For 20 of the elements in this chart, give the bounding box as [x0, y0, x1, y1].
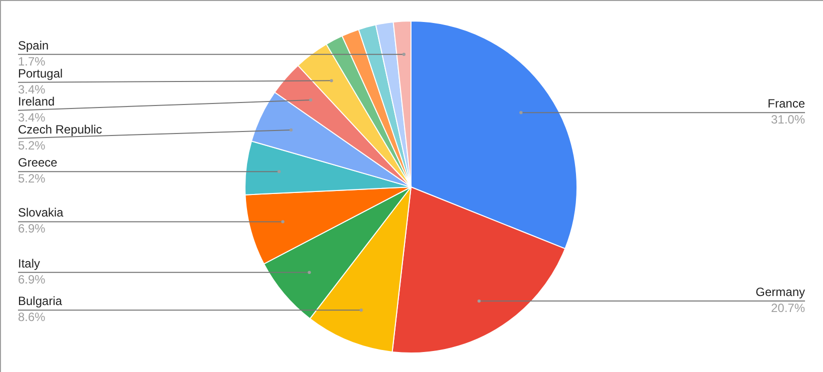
slice-label: Greece: [18, 156, 58, 170]
data-label: 8.6%: [18, 310, 46, 324]
data-label: 5.2%: [18, 138, 46, 152]
data-label: 1.7%: [18, 54, 46, 68]
data-label: 5.2%: [18, 172, 46, 186]
data-label: 6.9%: [18, 222, 46, 236]
slice-label: Spain: [18, 38, 49, 52]
data-label: 3.4%: [18, 82, 46, 96]
slice-label: France: [768, 96, 806, 111]
slice-label: Bulgaria: [18, 294, 62, 308]
slice-label: Ireland: [18, 94, 55, 108]
slice-label: Germany: [756, 285, 805, 300]
slice-label: Portugal: [18, 66, 63, 80]
data-label: 31.0%: [770, 112, 806, 127]
slice-label: Czech Republic: [18, 122, 102, 136]
data-label: 3.4%: [18, 110, 46, 124]
data-label: 20.7%: [770, 301, 806, 316]
slice-label: Italy: [18, 256, 40, 270]
slice-label: Slovakia: [18, 206, 64, 220]
data-label: 6.9%: [18, 272, 46, 286]
